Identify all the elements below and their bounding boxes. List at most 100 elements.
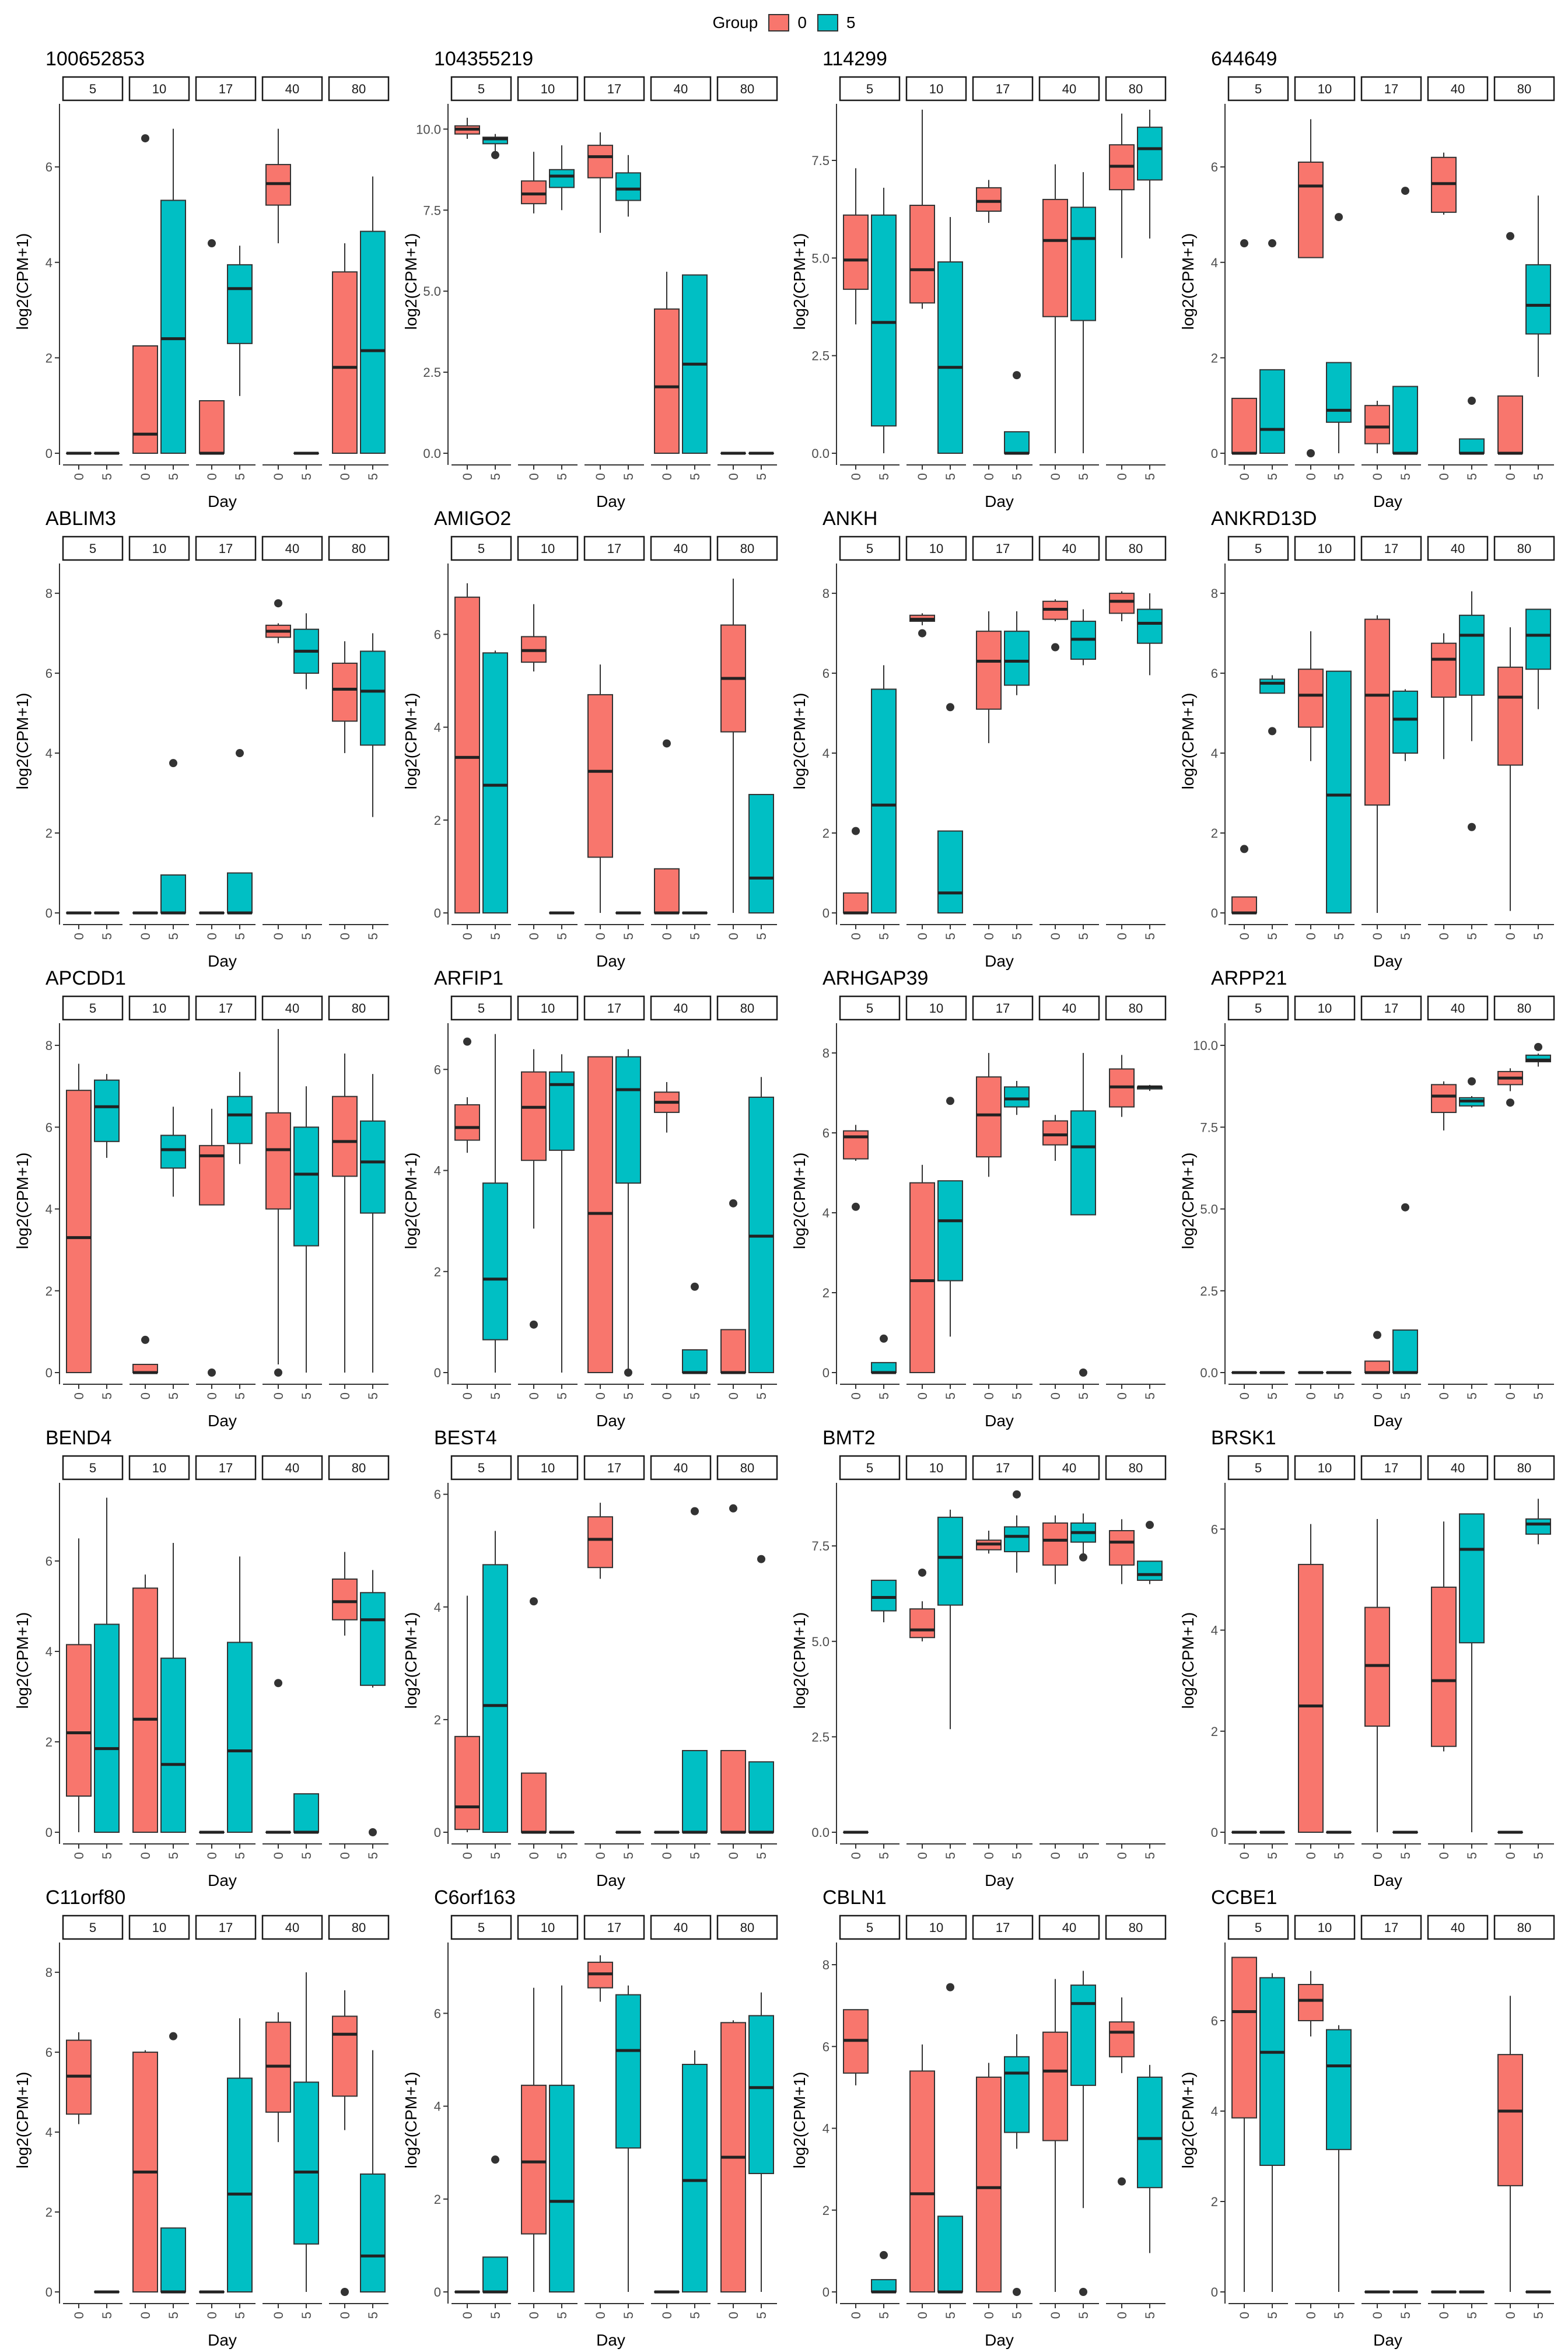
facet-strip-label: 5 [89, 82, 96, 96]
box-day40-group0 [1431, 1084, 1457, 1114]
y-tick-label: 2 [1211, 826, 1218, 841]
facet-strip [1038, 536, 1100, 561]
y-tick-label: 0 [434, 1366, 441, 1380]
facet-strip [972, 1455, 1034, 1480]
x-tick-label: 0 [1503, 2312, 1518, 2319]
facet-strip [905, 76, 967, 102]
facet-strip-label: 10 [541, 541, 555, 556]
x-tick-label: 0 [138, 1392, 153, 1399]
y-tick-label: 6 [434, 2006, 441, 2021]
box-day17-group5 [615, 1056, 641, 1184]
facet-strip-label: 80 [1129, 1461, 1143, 1475]
x-tick-label: 0 [271, 473, 286, 480]
x-tick-label: 0 [1437, 933, 1451, 940]
y-tick-label: 2 [46, 2205, 52, 2220]
box-day5-group5 [871, 2278, 897, 2293]
y-tick-label: 4 [46, 2125, 52, 2140]
x-tick-label: 5 [1332, 933, 1346, 940]
y-tick-label: 2.5 [811, 1730, 830, 1744]
facet-strip-label: 80 [740, 1001, 754, 1016]
facet-strip-label: 5 [866, 1001, 873, 1016]
facet-strip-label: 80 [1517, 82, 1531, 96]
facet-strip-label: 10 [152, 82, 166, 96]
box-day80-group5 [360, 1592, 386, 1686]
y-axis-label: log2(CPM+1) [402, 1153, 420, 1250]
facet-strip [261, 1915, 323, 1940]
x-tick-label: 5 [1465, 1852, 1479, 1859]
y-axis-label: log2(CPM+1) [790, 1612, 808, 1709]
outlier-point [918, 1568, 926, 1577]
y-tick-label: 0 [1211, 1825, 1218, 1840]
box-day40-group0 [1431, 1586, 1457, 1747]
x-tick-label: 5 [754, 933, 769, 940]
outlier-point [169, 2032, 177, 2041]
x-axis-label: Day [1373, 492, 1402, 510]
facet-strip [1360, 995, 1422, 1021]
panel-644649: 644649 0 2 4 6 log2(CPM+1) 5 0 5 10 0 5 17 0 5 40 0 5 80 0 5… [1179, 48, 1555, 510]
outlier-point [1013, 1490, 1021, 1499]
y-tick-label: 8 [46, 1965, 52, 1980]
facet-strip-label: 80 [1517, 541, 1531, 556]
facet-strip [517, 1455, 579, 1480]
box-day10-group5 [1326, 362, 1352, 423]
panel-title: AMIGO2 [434, 508, 511, 530]
box-day40-group5 [1070, 1985, 1096, 2086]
box-day5-group0 [454, 1735, 480, 1831]
x-tick-label: 0 [1503, 933, 1518, 940]
x-tick-label: 5 [555, 933, 569, 940]
x-tick-label: 5 [943, 473, 958, 480]
facet-strip-label: 10 [1318, 82, 1332, 96]
facet-strip [1227, 1915, 1289, 1940]
x-tick-label: 0 [1304, 473, 1318, 480]
y-tick-label: 0 [434, 906, 441, 921]
box-day40-group5 [1070, 206, 1096, 321]
box-day40-group0 [1042, 1522, 1068, 1566]
outlier-point [208, 239, 216, 248]
facet-strip-label: 17 [219, 1001, 233, 1016]
facet-strip-label: 40 [285, 1461, 299, 1475]
legend-label-group-5: 5 [846, 13, 856, 32]
x-tick-label: 5 [1398, 2312, 1413, 2319]
facet-strip-label: 17 [607, 82, 621, 96]
panel-APCDD1: APCDD1 0 2 4 6 8 log2(CPM+1) 5 0 5 10 0 5 17 0 5 40 0 5 80 0… [13, 967, 390, 1430]
x-tick-label: 5 [166, 2312, 181, 2319]
panel-title: BMT2 [822, 1427, 876, 1449]
x-tick-label: 5 [943, 2312, 958, 2319]
box-day80-group0 [1109, 1530, 1135, 1566]
panel-title: 104355219 [434, 48, 533, 70]
y-axis-label: log2(CPM+1) [13, 1153, 32, 1250]
facet-strip [261, 1455, 323, 1480]
box-day40-group0 [1042, 2031, 1068, 2141]
x-tick-label: 5 [688, 1852, 702, 1859]
facet-strip-label: 10 [929, 541, 943, 556]
x-tick-label: 5 [488, 2312, 503, 2319]
box-day80-group5 [360, 1120, 386, 1214]
facet-strip [62, 1455, 124, 1480]
x-tick-label: 0 [527, 2312, 541, 2319]
box-day10-group5 [1326, 670, 1352, 914]
box-day40-group5 [293, 2081, 319, 2245]
y-tick-label: 2 [434, 2192, 441, 2207]
outlier-point [491, 150, 499, 159]
x-tick-label: 5 [688, 473, 702, 480]
box-day80-group5 [1137, 127, 1163, 181]
y-tick-label: 0.0 [1200, 1366, 1218, 1380]
x-tick-label: 0 [660, 473, 674, 480]
panel-title: ARHGAP39 [822, 967, 928, 989]
facet-strip-label: 17 [996, 82, 1010, 96]
facet-strip-label: 80 [1129, 1920, 1143, 1935]
x-tick-label: 0 [338, 2312, 352, 2319]
x-tick-label: 0 [1370, 1852, 1385, 1859]
y-tick-label: 0.0 [423, 446, 441, 461]
box-day17-group5 [227, 872, 253, 914]
box-day17-group0 [587, 694, 613, 858]
outlier-point [1013, 2288, 1021, 2296]
x-tick-label: 0 [1437, 1852, 1451, 1859]
box-day5-group0 [843, 1130, 869, 1160]
facet-strip [328, 1915, 390, 1940]
x-tick-label: 0 [1237, 2312, 1252, 2319]
outlier-point [880, 2250, 888, 2259]
box-day10-group5 [937, 2216, 963, 2293]
y-tick-label: 0 [822, 1366, 830, 1380]
x-tick-label: 5 [1143, 1392, 1157, 1399]
